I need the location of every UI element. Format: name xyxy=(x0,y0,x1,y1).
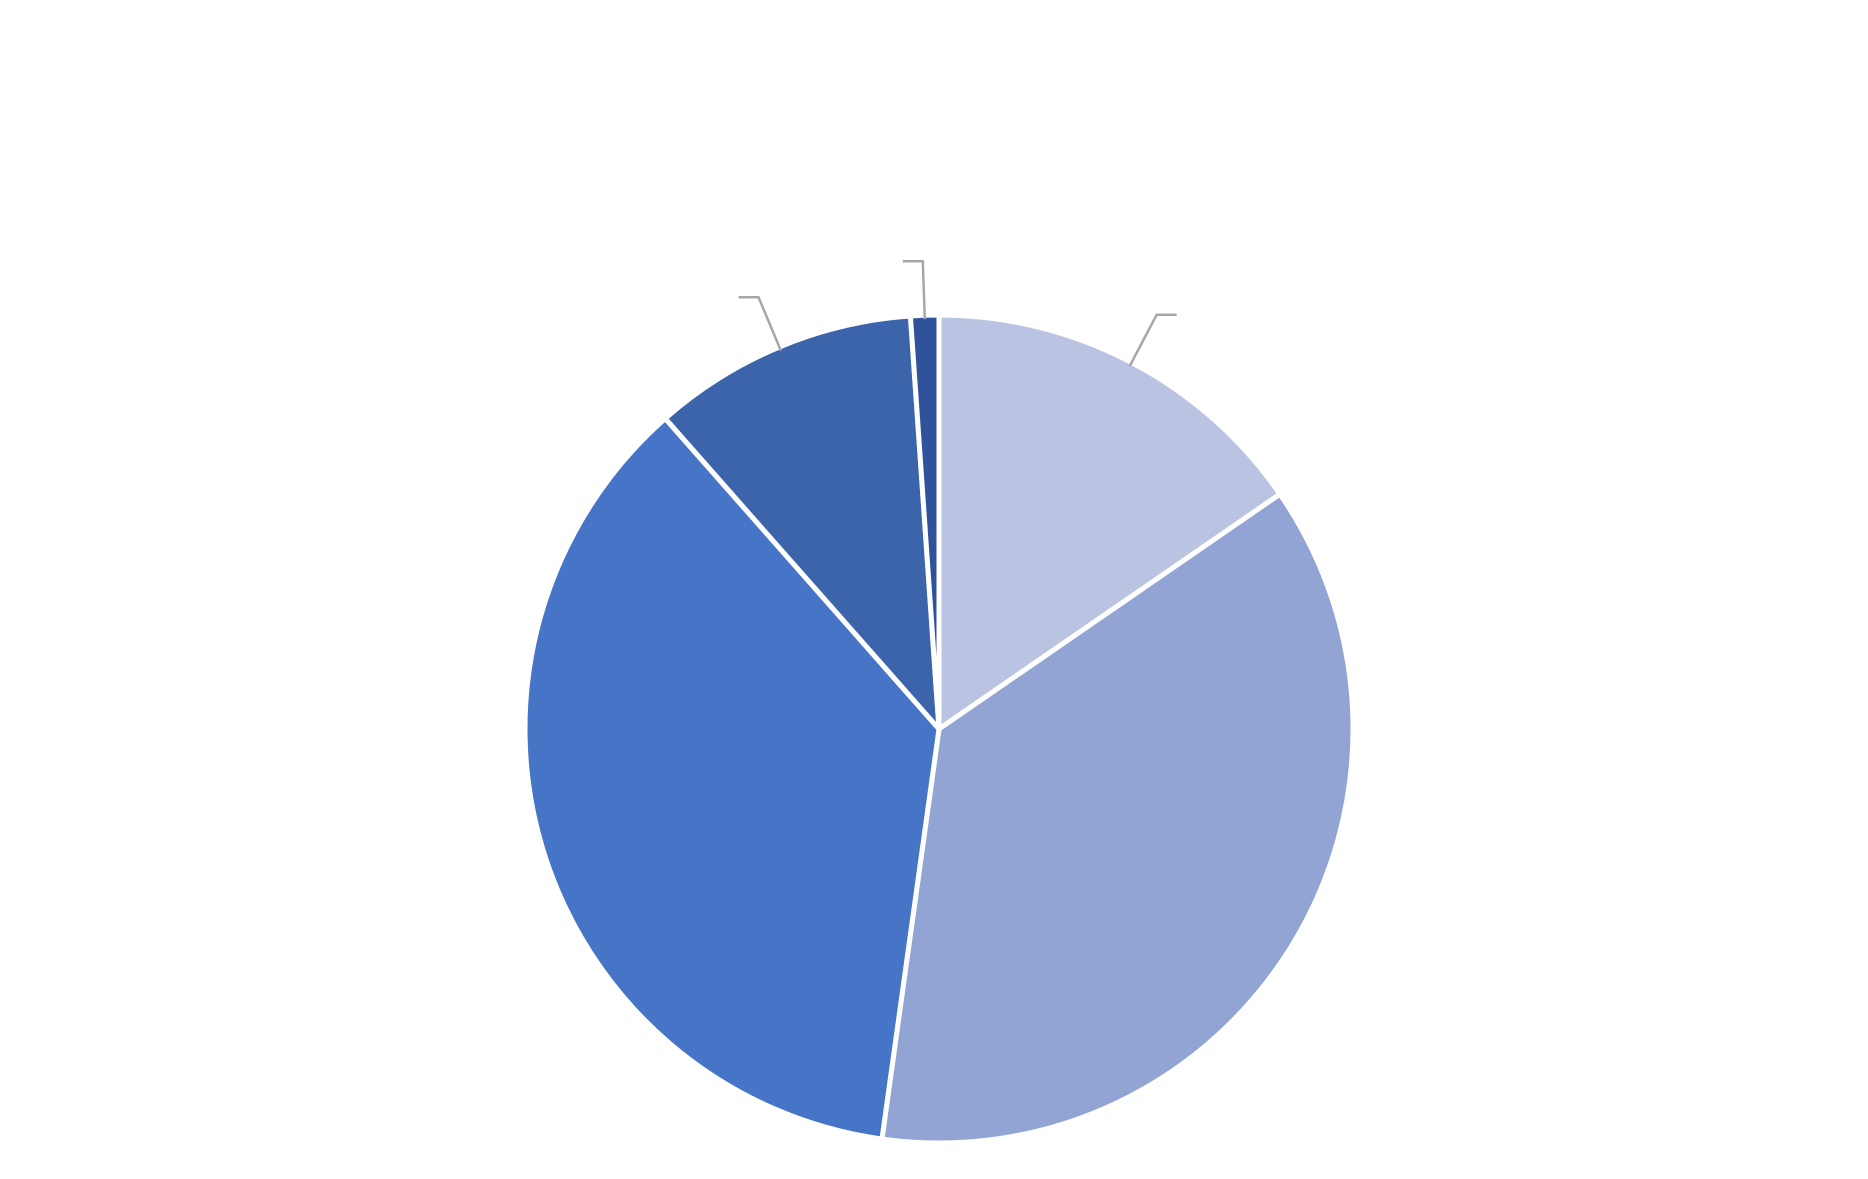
leader-line-slice-4 xyxy=(739,297,781,351)
leader-line-slice-5 xyxy=(903,261,925,319)
leader-line-slice-1 xyxy=(1130,315,1177,366)
